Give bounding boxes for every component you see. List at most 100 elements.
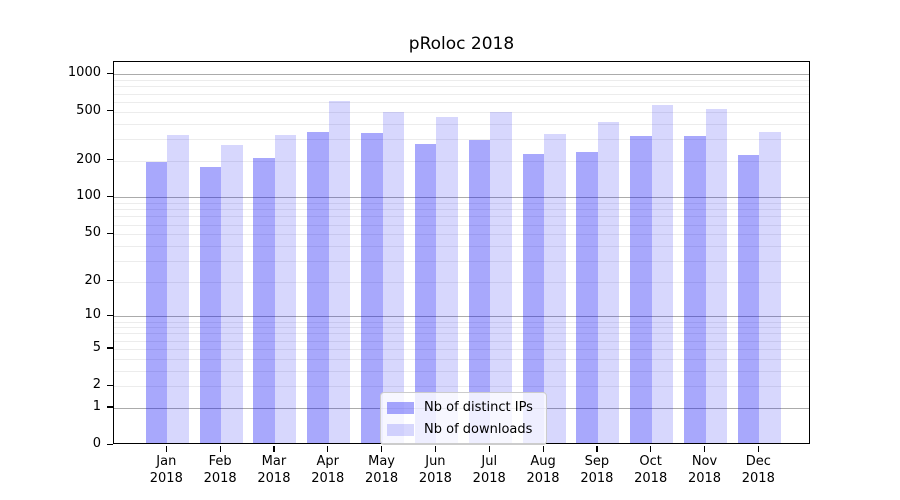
bar-downloads (382, 111, 405, 443)
x-tick-label: Oct 2018 (634, 454, 668, 486)
x-tick-mark (704, 445, 706, 452)
gridline-minor (114, 138, 809, 140)
bar-distinct-ips (414, 144, 437, 443)
bar-downloads (436, 116, 458, 443)
x-tick-label: Jul 2018 (472, 454, 506, 486)
y-tick-mark (107, 314, 113, 317)
legend-swatch-distinct-ips (387, 401, 414, 414)
y-tick-mark (107, 72, 113, 75)
gridline-minor (114, 260, 809, 262)
legend-label-downloads: Nb of downloads (424, 422, 533, 437)
x-tick-label: Apr 2018 (311, 454, 345, 486)
x-tick-mark (219, 445, 221, 452)
x-tick-mark (488, 445, 490, 452)
y-tick-label: 2 (92, 377, 101, 393)
gridline-minor (114, 321, 809, 323)
y-tick-label: 50 (84, 225, 101, 241)
bar-downloads (544, 134, 566, 443)
y-tick-mark (107, 232, 113, 234)
y-tick-label: 1 (92, 398, 101, 414)
bar-downloads (597, 121, 620, 443)
gridline-minor (114, 209, 809, 211)
y-tick-label: 5 (92, 339, 101, 355)
x-tick-mark (273, 445, 275, 452)
bar-distinct-ips (522, 154, 545, 443)
y-tick-label: 20 (84, 272, 101, 288)
y-tick-label: 1000 (67, 65, 101, 81)
y-tick-label: 10 (84, 307, 101, 323)
x-tick-label: Nov 2018 (687, 454, 722, 486)
bar-downloads (651, 105, 674, 443)
y-tick-label: 100 (76, 188, 101, 204)
legend-item-distinct-ips: Nb of distinct IPs (387, 400, 536, 415)
y-tick-label: 0 (92, 436, 101, 451)
bar-distinct-ips (684, 135, 706, 443)
bar-distinct-ips (361, 133, 383, 443)
y-tick-mark (107, 280, 113, 282)
x-tick-label: Jan 2018 (149, 454, 183, 486)
legend-item-downloads: Nb of downloads (387, 422, 536, 437)
gridline-minor (114, 327, 809, 329)
gridline-minor (114, 160, 809, 162)
gridline-major (114, 316, 809, 318)
gridline-minor (114, 111, 809, 113)
gridline-minor (114, 234, 809, 236)
x-tick-mark (650, 445, 652, 452)
gridline-minor (114, 358, 809, 360)
x-tick-label: Jun 2018 (418, 454, 452, 486)
gridline-minor (114, 86, 809, 88)
chart-title: pRoloc 2018 (408, 34, 515, 54)
y-tick-mark (107, 195, 113, 198)
gridline-major (114, 74, 809, 76)
gridline-minor (114, 203, 809, 205)
y-tick-mark (107, 347, 113, 349)
gridline-minor (114, 245, 809, 247)
x-tick-mark (327, 445, 329, 452)
x-tick-mark (165, 445, 167, 452)
bar-distinct-ips (737, 154, 760, 443)
bar-distinct-ips (576, 151, 598, 443)
y-tick-label: 500 (76, 102, 101, 118)
bar-downloads (167, 134, 189, 443)
x-tick-label: Dec 2018 (741, 454, 775, 486)
bar-distinct-ips (199, 166, 222, 443)
bar-distinct-ips (253, 157, 275, 443)
y-tick-mark (107, 443, 113, 445)
y-tick-mark (107, 110, 113, 112)
legend: Nb of distinct IPs Nb of downloads (380, 392, 547, 445)
gridline-minor (114, 101, 809, 103)
bar-downloads (759, 131, 781, 443)
bar-distinct-ips (630, 136, 652, 443)
x-tick-mark (596, 445, 598, 452)
x-tick-mark (542, 445, 544, 452)
bar-distinct-ips (307, 131, 329, 443)
bar-downloads (221, 145, 243, 443)
bar-distinct-ips (145, 162, 168, 443)
bar-distinct-ips (468, 140, 491, 443)
y-tick-mark (107, 406, 113, 408)
gridline-minor (114, 386, 809, 388)
gridline-minor (114, 93, 809, 95)
x-tick-label: Aug 2018 (526, 454, 560, 486)
plot-area: Nb of distinct IPs Nb of downloads (113, 61, 810, 445)
x-tick-mark (381, 445, 383, 452)
x-tick-label: Feb 2018 (203, 454, 237, 486)
x-tick-label: Mar 2018 (257, 454, 291, 486)
legend-label-distinct-ips: Nb of distinct IPs (424, 400, 533, 415)
y-tick-mark (107, 159, 113, 161)
legend-swatch-downloads (387, 423, 414, 436)
gridline-minor (114, 348, 809, 350)
y-tick-mark (107, 384, 113, 386)
bar-downloads (490, 112, 512, 443)
x-tick-mark (434, 445, 437, 452)
gridline-minor (114, 123, 809, 125)
gridline-minor (114, 216, 809, 218)
gridline-minor (114, 333, 809, 335)
gridline-minor (114, 80, 809, 82)
bar-downloads (705, 108, 727, 443)
gridline-minor (114, 340, 809, 342)
x-tick-label: May 2018 (365, 454, 399, 486)
y-tick-label: 200 (76, 151, 101, 167)
gridline-minor (114, 370, 809, 372)
